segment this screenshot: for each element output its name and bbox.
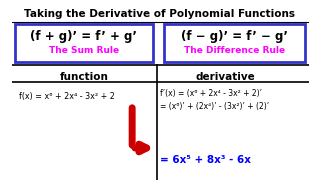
Text: = (x⁶)’ + (2x⁴)’ - (3x²)’ + (2)’: = (x⁶)’ + (2x⁴)’ - (3x²)’ + (2)’ [160,102,269,111]
Text: The Difference Rule: The Difference Rule [184,46,285,55]
Text: = 6x⁵ + 8x³ - 6x: = 6x⁵ + 8x³ - 6x [160,155,251,165]
Bar [15,24,153,62]
Text: The Sum Rule: The Sum Rule [49,46,119,55]
Text: function: function [60,72,108,82]
Text: f’(x) = (x⁶ + 2x⁴ - 3x² + 2)’: f’(x) = (x⁶ + 2x⁴ - 3x² + 2)’ [160,89,262,98]
Text: (f + g)’ = f’ + g’: (f + g)’ = f’ + g’ [30,30,137,43]
Bar [164,24,305,62]
Text: derivative: derivative [195,72,255,82]
Text: (f − g)’ = f’ − g’: (f − g)’ = f’ − g’ [181,30,288,43]
Text: Taking the Derivative of Polynomial Functions: Taking the Derivative of Polynomial Func… [25,9,295,19]
Text: f(x) = x⁶ + 2x⁴ - 3x² + 2: f(x) = x⁶ + 2x⁴ - 3x² + 2 [19,92,115,101]
